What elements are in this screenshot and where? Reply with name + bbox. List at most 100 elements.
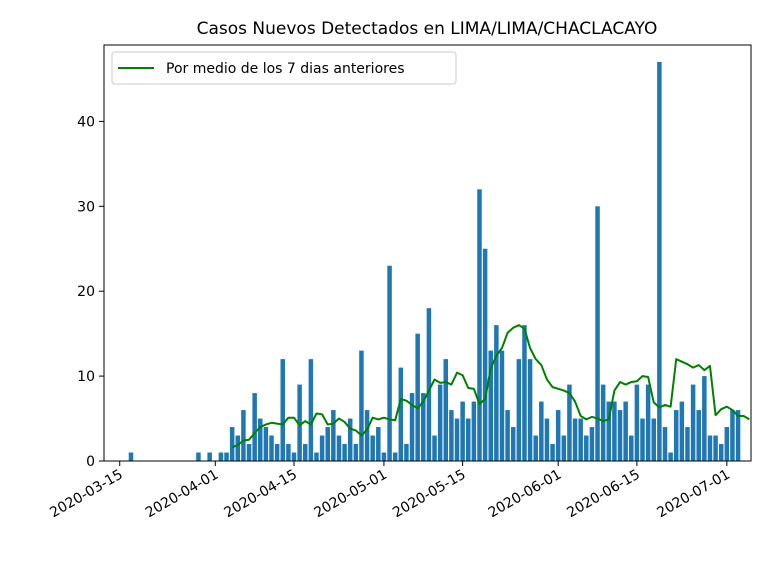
bar — [466, 418, 471, 461]
bar — [533, 435, 538, 461]
bar — [735, 410, 741, 461]
y-tick-label: 40 — [77, 114, 95, 130]
bar — [572, 418, 578, 461]
bar — [505, 410, 510, 461]
bar — [370, 435, 375, 461]
bar — [595, 206, 600, 461]
bars-group — [128, 61, 741, 461]
bar — [718, 444, 724, 461]
bar — [392, 452, 398, 461]
bar — [314, 452, 319, 461]
x-tick-label: 2020-05-01 — [311, 467, 389, 522]
bar — [640, 418, 645, 461]
bar — [342, 444, 347, 461]
bar — [707, 435, 713, 461]
bar — [567, 384, 572, 461]
bar — [308, 359, 314, 461]
y-tick-label: 20 — [77, 284, 95, 300]
y-axis: 0 10 20 30 40 — [77, 114, 104, 470]
bar — [286, 444, 291, 461]
x-tick-label: 2020-04-01 — [143, 467, 221, 522]
bar — [409, 393, 415, 461]
bar — [196, 452, 201, 461]
bar — [685, 427, 690, 461]
bar — [291, 452, 297, 461]
bar — [690, 384, 696, 461]
bar — [297, 384, 302, 461]
bar — [229, 427, 235, 461]
bar — [578, 418, 583, 461]
x-tick-label: 2020-07-01 — [654, 467, 732, 522]
bar — [634, 384, 640, 461]
legend: Por medio de los 7 dias anteriores — [111, 51, 457, 85]
bar — [381, 452, 387, 461]
bar — [584, 435, 589, 461]
bar — [280, 359, 286, 461]
bar — [263, 427, 269, 461]
bar — [612, 401, 617, 461]
bar — [482, 248, 488, 461]
bar — [432, 435, 437, 461]
bar — [364, 410, 370, 461]
bar — [443, 359, 449, 461]
bar — [477, 189, 482, 461]
bar — [224, 452, 229, 461]
bar — [252, 393, 257, 461]
x-tick-label: 2020-06-01 — [486, 467, 564, 522]
chart-title: Casos Nuevos Detectados en LIMA/LIMA/CHA… — [197, 19, 658, 39]
bar — [460, 401, 465, 461]
bar — [600, 384, 606, 461]
bar — [319, 435, 325, 461]
bar — [449, 410, 454, 461]
bar — [544, 418, 550, 461]
bar — [404, 444, 409, 461]
bar — [589, 427, 595, 461]
bar — [325, 427, 330, 461]
x-tick-label: 2020-03-15 — [47, 467, 125, 522]
bar — [128, 452, 134, 461]
bar — [645, 384, 651, 461]
bar — [539, 401, 544, 461]
bar — [437, 384, 443, 461]
bar — [258, 418, 263, 461]
bar — [510, 427, 516, 461]
bar — [499, 350, 505, 461]
bar — [724, 427, 730, 461]
y-tick-label: 30 — [77, 199, 95, 215]
bar — [623, 401, 628, 461]
bar — [702, 376, 707, 461]
bar — [488, 350, 493, 461]
bar — [353, 444, 359, 461]
bar — [336, 435, 342, 461]
y-tick-label: 0 — [86, 454, 95, 470]
line-group — [231, 324, 750, 449]
bar — [617, 410, 623, 461]
bar — [651, 418, 656, 461]
bar — [269, 435, 274, 461]
y-tick-label: 10 — [77, 369, 95, 385]
bar — [730, 410, 735, 461]
bar — [376, 427, 381, 461]
bar — [218, 452, 224, 461]
x-axis: 2020-03-15 2020-04-01 2020-04-15 2020-05-01… — [47, 461, 733, 521]
bar — [662, 427, 668, 461]
bar — [696, 410, 701, 461]
bar — [274, 444, 280, 461]
legend-label: Por medio de los 7 dias anteriores — [166, 61, 405, 77]
bar — [426, 308, 432, 461]
bar — [516, 359, 522, 461]
bar — [679, 401, 685, 461]
moving-average-line — [231, 324, 750, 449]
bar — [302, 444, 308, 461]
plot-frame — [103, 44, 752, 462]
bar — [421, 393, 426, 461]
bar — [629, 435, 634, 461]
bar — [713, 435, 718, 461]
bar — [471, 401, 477, 461]
bar — [673, 410, 679, 461]
x-tick-label: 2020-05-15 — [390, 467, 468, 522]
bar — [561, 435, 567, 461]
bar — [331, 410, 336, 461]
bar — [527, 359, 533, 461]
